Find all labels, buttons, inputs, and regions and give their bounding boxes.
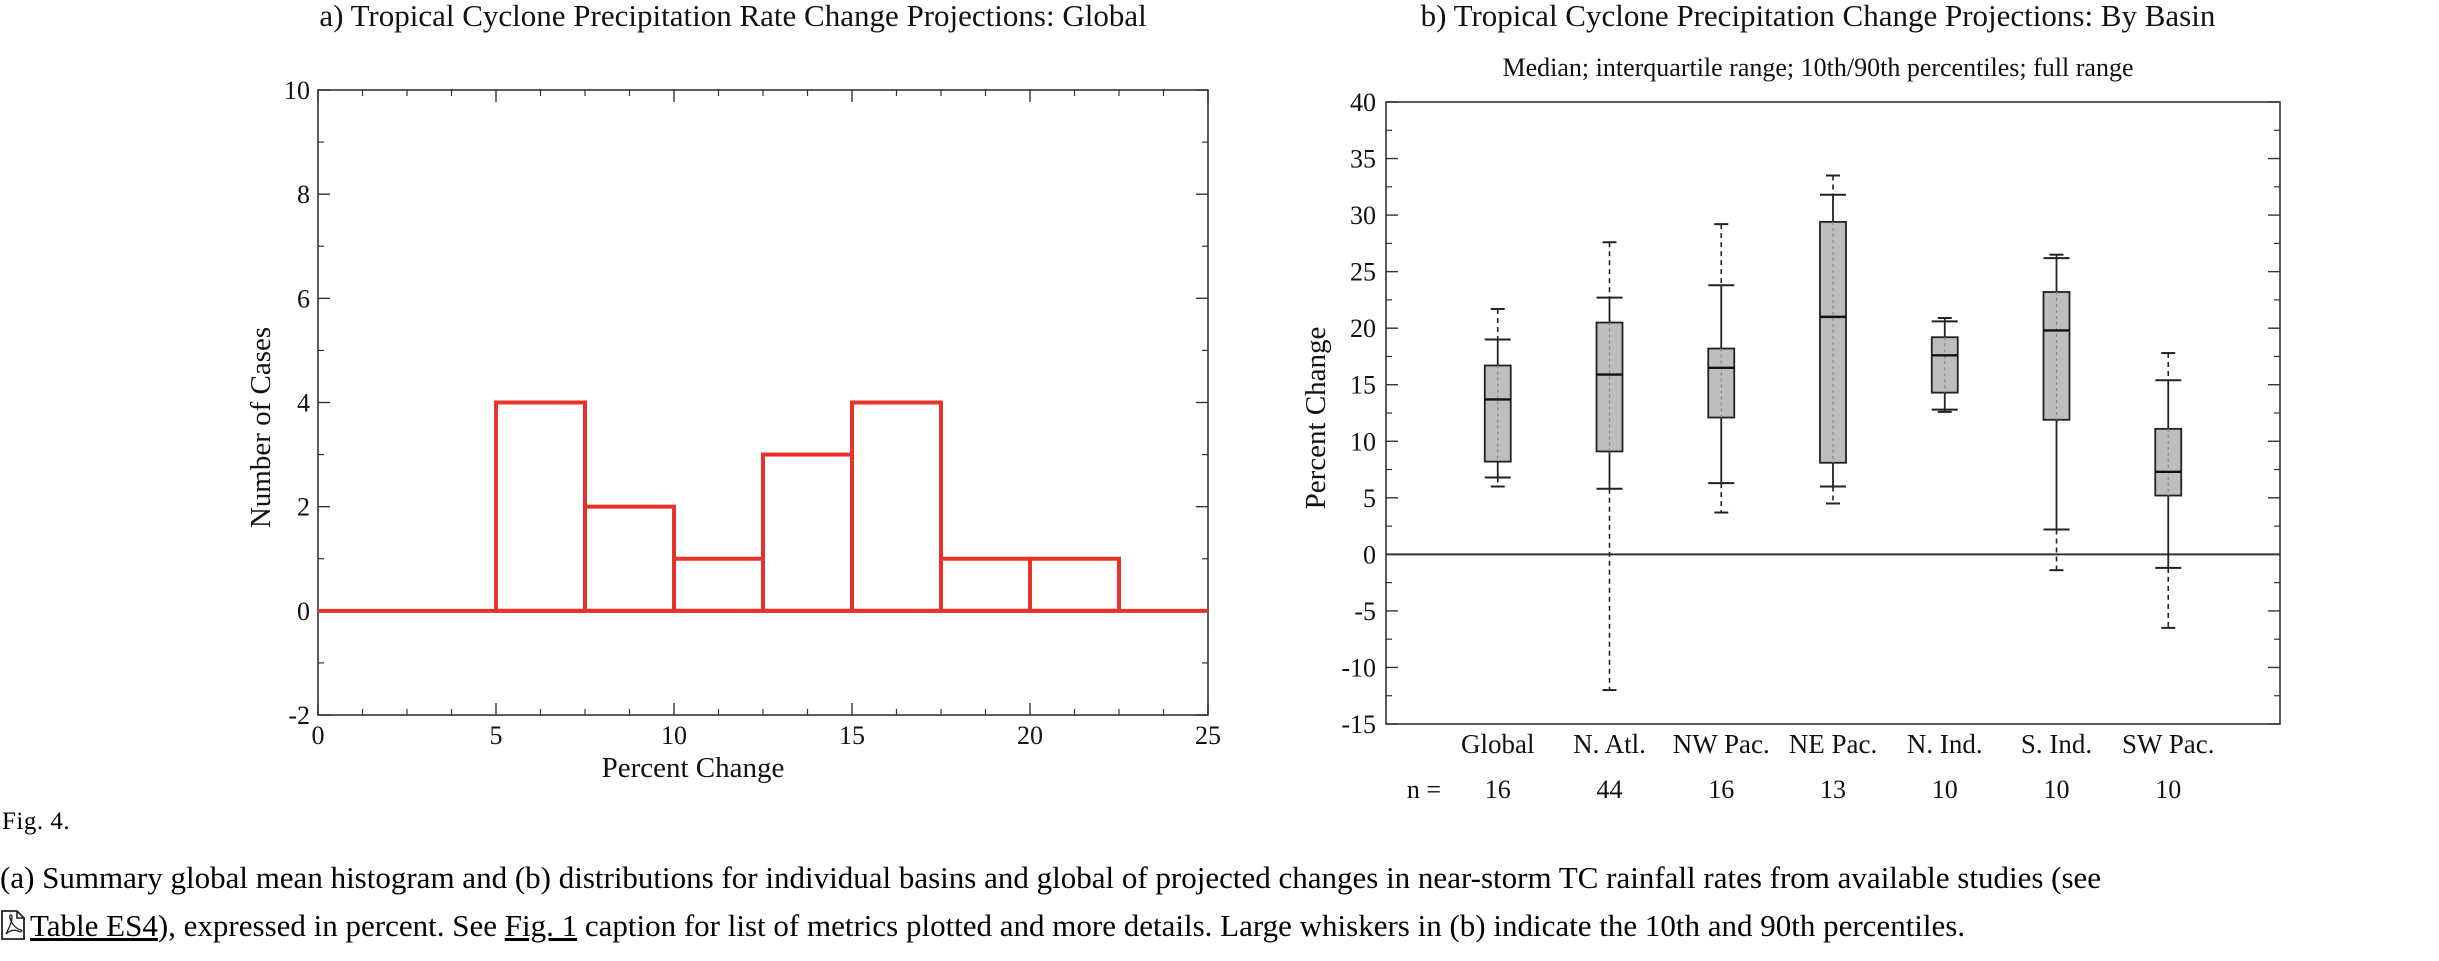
caption-line-1: (a) Summary global mean histogram and (b… (0, 860, 2102, 895)
caption-line-2: Table ES4), expressed in percent. See Fi… (0, 902, 2439, 954)
box-group (1930, 317, 1959, 413)
basin-label: NW Pac. (1673, 729, 1770, 759)
boxplot-y-axis-label: Percent Change (1300, 327, 1332, 510)
x-tick-label: 25 (1195, 721, 1221, 750)
y-tick-label: 6 (297, 284, 310, 313)
histogram-bar (850, 400, 943, 613)
x-tick-label: 0 (312, 721, 325, 750)
histogram-title: a) Tropical Cyclone Precipitation Rate C… (319, 0, 1146, 33)
y-tick-label: 40 (1350, 88, 1376, 117)
histogram-panel: a) Tropical Cyclone Precipitation Rate C… (245, 0, 1221, 784)
y-tick-label: -2 (288, 701, 310, 730)
caption-text-2a: ), expressed in percent. See (157, 908, 505, 943)
y-tick-label: 15 (1350, 371, 1376, 400)
histogram-bar (761, 452, 854, 613)
y-tick-label: 30 (1350, 201, 1376, 230)
y-tick-label: -15 (1341, 710, 1376, 739)
y-tick-label: 0 (1363, 540, 1376, 569)
boxplot-subtitle: Median; interquartile range; 10th/90th p… (1502, 53, 2133, 82)
y-tick-label: 10 (1350, 427, 1376, 456)
box-group (1595, 241, 1624, 692)
x-tick-label: 5 (490, 721, 503, 750)
fig-1-link[interactable]: Fig. 1 (504, 908, 578, 943)
box-group (1819, 174, 1847, 505)
box-group (2042, 253, 2071, 572)
figure-label: Fig. 4. (2, 808, 71, 835)
basin-label: N. Atl. (1573, 729, 1646, 759)
histogram-bar (583, 504, 676, 613)
iqr-box (1707, 347, 1736, 419)
n-value: 10 (1932, 775, 1958, 800)
y-tick-label: 2 (297, 493, 310, 522)
iqr-box (2042, 291, 2071, 421)
x-tick-label: 20 (1017, 721, 1043, 750)
y-tick-label: 0 (297, 597, 310, 626)
n-value: 13 (1820, 775, 1846, 800)
histogram-bar (939, 556, 1032, 613)
x-tick-label: 10 (661, 721, 687, 750)
pdf-file-icon (0, 906, 26, 954)
histogram-y-axis-label: Number of Cases (245, 327, 277, 528)
table-es4-link[interactable]: Table ES4 (0, 908, 158, 943)
n-label: n = (1407, 775, 1441, 800)
histogram-bar (1028, 556, 1121, 613)
x-tick-label: 15 (839, 721, 865, 750)
n-value: 16 (1485, 775, 1511, 800)
figure-canvas: a) Tropical Cyclone Precipitation Rate C… (245, 0, 2281, 804)
box-group (2154, 352, 2183, 629)
n-value: 10 (2044, 775, 2070, 800)
y-tick-label: 8 (297, 180, 310, 209)
n-value: 44 (1597, 775, 1623, 800)
n-value: 10 (2155, 775, 2181, 800)
basin-label: SW Pac. (2122, 729, 2215, 759)
y-tick-label: 35 (1350, 145, 1376, 174)
figure: a) Tropical Cyclone Precipitation Rate C… (245, 0, 2281, 804)
basin-label: Global (1461, 729, 1535, 759)
y-tick-label: 4 (297, 389, 310, 418)
y-tick-label: 25 (1350, 258, 1376, 287)
table-es4-link-text: Table ES4 (30, 908, 158, 943)
histogram-plot-frame (317, 89, 1209, 716)
histogram-bar (494, 400, 587, 613)
caption: Fig. 4. (a) Summary global mean histogra… (0, 808, 2439, 954)
n-value: 16 (1708, 775, 1734, 800)
basin-label: NE Pac. (1789, 729, 1877, 759)
iqr-box (1595, 321, 1624, 453)
y-tick-label: 5 (1363, 484, 1376, 513)
y-tick-label: -5 (1354, 597, 1376, 626)
histogram-x-axis-label: Percent Change (602, 752, 785, 784)
y-tick-label: 10 (284, 76, 310, 105)
histogram-bar (672, 556, 765, 613)
basin-label: N. Ind. (1907, 729, 1983, 759)
boxplot-panel: b) Tropical Cyclone Precipitation Change… (1300, 0, 2281, 804)
y-tick-label: 20 (1350, 314, 1376, 343)
caption-text-2b: caption for list of metrics plotted and … (577, 908, 1966, 943)
boxplot-title: b) Tropical Cyclone Precipitation Change… (1421, 0, 2216, 33)
box-group (1483, 307, 1512, 488)
box-group (1707, 223, 1736, 514)
basin-label: S. Ind. (2021, 729, 2092, 759)
y-tick-label: -10 (1341, 653, 1376, 682)
